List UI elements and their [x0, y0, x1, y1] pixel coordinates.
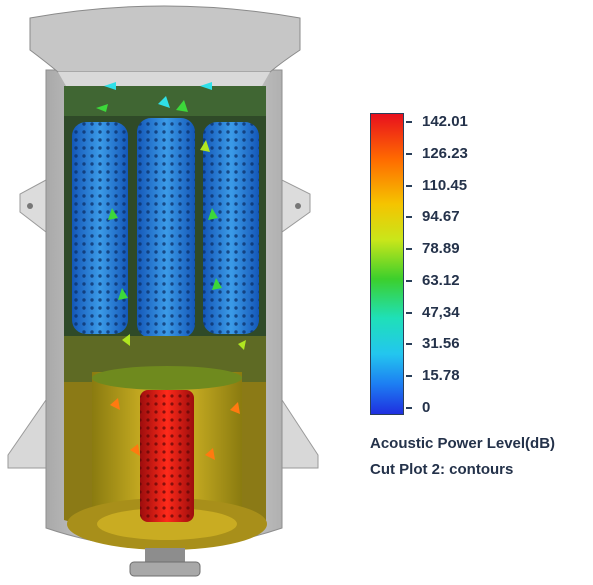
legend-title: Acoustic Power Level(dB)	[370, 435, 556, 452]
legend-tick-mark	[406, 216, 412, 219]
legend-tick-label: 110.45	[422, 176, 468, 194]
lower-chamber	[64, 336, 267, 550]
inner-core	[140, 390, 194, 522]
legend-tick-label: 94.67	[422, 208, 460, 226]
right-bracket	[281, 179, 311, 233]
legend-tick-label: 63.12	[422, 271, 460, 289]
legend-tick-mark	[406, 248, 412, 251]
legend-tick-mark	[406, 152, 412, 155]
legend-tick-label: 31.56	[422, 335, 460, 353]
legend-tick-mark	[406, 184, 412, 187]
legend-tick-mark	[406, 121, 412, 123]
color-legend: 142.01 126.23 110.45 94.67 78.89 63.12 47,34 31…	[370, 113, 593, 483]
legend-tick-label: 15.78	[422, 367, 460, 385]
color-scale-bar	[370, 113, 404, 415]
legend-tick-mark	[406, 375, 412, 378]
legend-tick-mark	[406, 279, 412, 282]
right-lower-bracket	[281, 398, 319, 469]
legend-tick-label: 126.23	[422, 144, 468, 162]
legend-tick-mark	[406, 343, 412, 346]
legend-tick-mark	[406, 311, 412, 314]
left-lower-bracket	[7, 398, 47, 469]
legend-tick-label: 78.89	[422, 240, 460, 258]
legend-tick-mark	[406, 407, 412, 409]
legend-subtitle: Cut Plot 2: contours	[370, 461, 514, 478]
legend-tick-label: 47,34	[422, 303, 460, 321]
legend-tick-label: 142.01	[422, 113, 468, 130]
left-bracket	[19, 179, 47, 234]
upper-perforated-tubes	[72, 118, 259, 338]
outlet-pipe	[129, 548, 201, 577]
legend-tick-label: 0	[422, 399, 431, 416]
flow-arrows	[96, 82, 246, 460]
